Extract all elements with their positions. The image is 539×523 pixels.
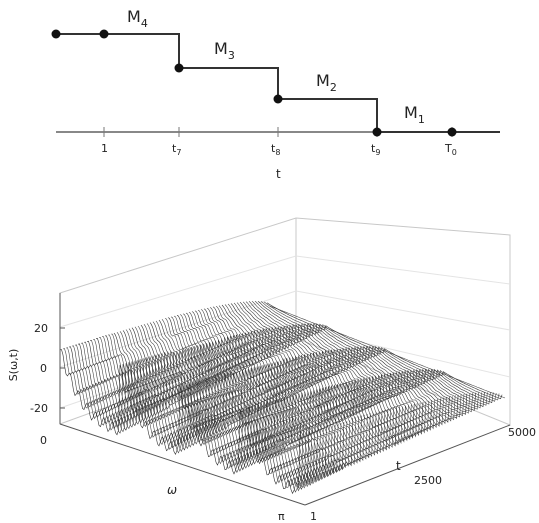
dot-m3 — [174, 63, 184, 73]
surface-line — [102, 336, 342, 475]
surface-line — [146, 323, 386, 452]
plot-axes — [59, 293, 511, 506]
surface-line — [59, 349, 301, 495]
surface-line — [83, 341, 324, 483]
z-tick-minus20: -20 — [30, 402, 48, 415]
dot-m4 — [99, 29, 109, 39]
timeline-diagram: M4 M3 M2 M1 1 t7 t8 t9 T0 t — [51, 7, 500, 181]
surface-line — [80, 342, 321, 485]
surface-mesh — [59, 300, 506, 495]
tick-label-t7: t7 — [172, 142, 181, 157]
surface-line — [263, 301, 500, 401]
surface-line — [230, 303, 468, 415]
surface-line — [176, 315, 415, 440]
surface-line — [218, 305, 456, 421]
segment-label-m1: M1 — [404, 103, 425, 126]
surface-line — [104, 335, 345, 473]
omega-tick-0: 0 — [40, 434, 47, 447]
t-axis-label: t — [396, 459, 401, 473]
surface-line — [212, 306, 450, 423]
surface-plot: 20 0 -20 S(ω,t) 0 π ω 1 2500 5000 t — [7, 217, 536, 523]
surface-line — [215, 305, 453, 422]
step-function — [56, 33, 500, 133]
surface-line — [107, 334, 348, 472]
surface-line — [152, 321, 392, 450]
surface-line — [110, 333, 351, 471]
time-axis-label: t — [276, 167, 281, 181]
surface-line — [245, 301, 482, 409]
z-tick-20: 20 — [34, 322, 48, 335]
surface-line — [158, 319, 397, 447]
tick-label-t0: T0 — [444, 142, 457, 157]
surface-line — [179, 314, 418, 438]
surface-line — [248, 301, 485, 408]
surface-line — [251, 300, 488, 406]
z-tick-0: 0 — [40, 362, 47, 375]
tick-label-t9: t9 — [371, 142, 380, 157]
dot-m1 — [372, 127, 382, 137]
dot-start — [51, 29, 61, 39]
dot-m2 — [273, 94, 283, 104]
segment-label-m2: M2 — [316, 71, 337, 94]
surface-line — [239, 301, 476, 412]
segment-label-m4: M4 — [127, 7, 148, 30]
surface-line — [260, 301, 497, 402]
surface-line — [227, 303, 465, 417]
surface-line — [149, 322, 389, 451]
surface-line — [89, 339, 330, 480]
z-axis-label: S(ω,t) — [7, 349, 20, 382]
surface-line — [86, 340, 327, 482]
surface-line — [242, 301, 479, 410]
surface-line — [161, 319, 400, 446]
surface-line — [224, 304, 462, 418]
tick-label-t8: t8 — [271, 142, 280, 157]
segment-label-m3: M3 — [214, 39, 235, 62]
t-tick-2500: 2500 — [414, 474, 442, 487]
z-axis-ticks — [60, 327, 65, 409]
surface-line — [143, 324, 383, 454]
t-tick-5000: 5000 — [508, 426, 536, 439]
plot-box — [59, 217, 511, 426]
dot-t0 — [447, 127, 457, 137]
surface-line — [62, 348, 304, 493]
tick-label-1: 1 — [101, 142, 108, 155]
surface-line — [164, 318, 403, 445]
omega-tick-pi: π — [278, 510, 285, 523]
surface-line — [266, 302, 503, 400]
surface-line — [140, 324, 380, 455]
surface-line — [77, 343, 318, 486]
surface-line — [254, 300, 491, 405]
surface-line — [221, 304, 459, 419]
surface-line — [155, 320, 394, 448]
omega-axis-label: ω — [167, 483, 177, 497]
t-tick-1: 1 — [310, 510, 317, 523]
